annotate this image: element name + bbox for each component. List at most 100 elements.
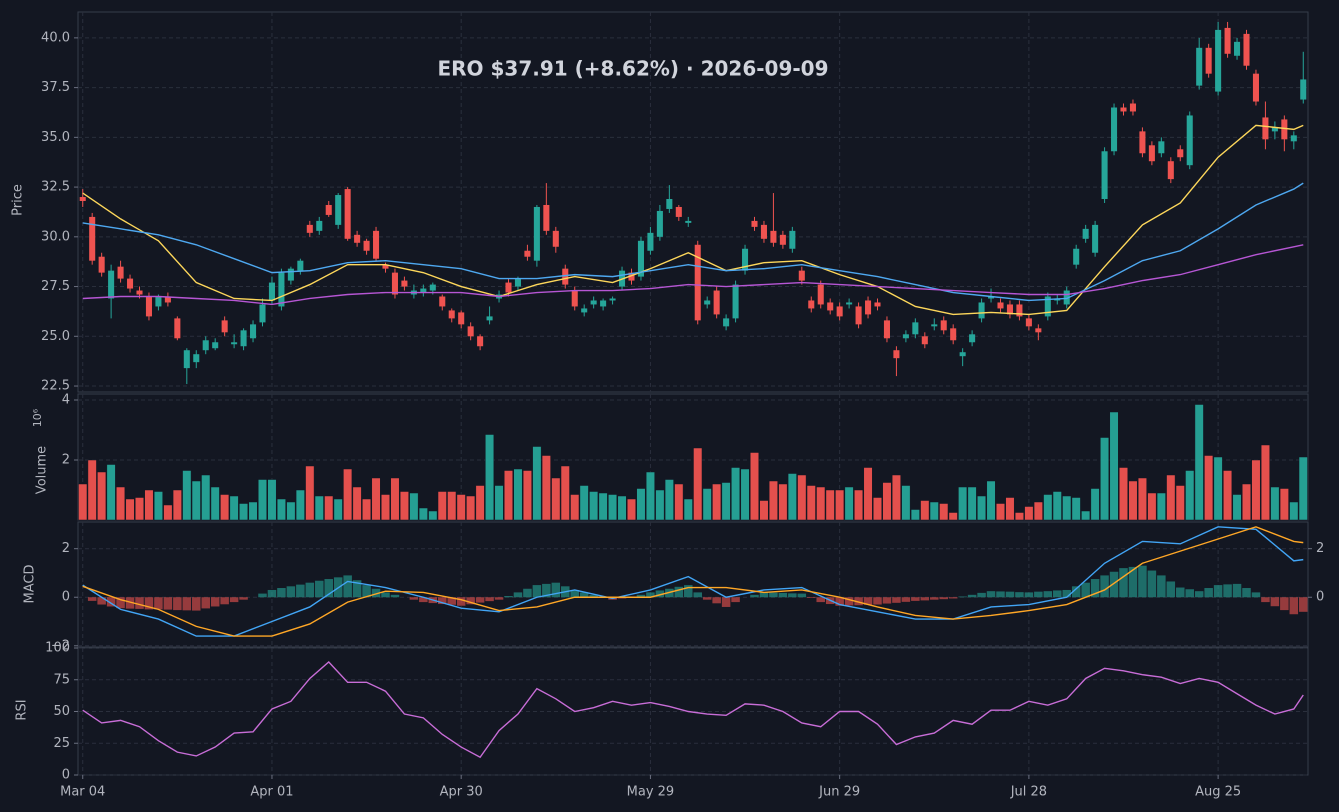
candle-body [98,256,105,273]
macd-histogram-bar [532,585,542,598]
x-tick-label: Jul 28 [1010,785,1047,800]
volume-bar [749,452,760,521]
volume-bar [1175,485,1185,521]
macd-histogram-bar [636,594,646,598]
volume-bar [399,491,409,521]
volume-bar [522,470,532,521]
volume-bar [1213,456,1223,521]
volume-bar [835,489,845,521]
volume-bar [570,494,580,521]
candle-body [89,216,96,261]
candle-body [1073,248,1080,265]
macd-histogram-bar [1053,590,1062,598]
volume-bar [1118,467,1129,521]
candle-body [155,296,162,307]
macd-histogram-bar [1223,584,1232,598]
candle-body [713,290,720,315]
volume-bar [380,494,391,521]
candle-body [1186,115,1193,166]
candle-body [1290,135,1297,142]
volume-bar [352,486,362,521]
volume-bar [182,470,192,521]
volume-bar [494,485,504,521]
x-tick-label: Mar 04 [60,785,105,800]
candle-body [486,316,493,321]
macd-histogram-bar [135,597,144,609]
y-tick-label: 100 [45,641,70,656]
volume-bar [191,480,201,521]
y-tick-label: 2 [62,453,70,468]
macd-histogram-bar [381,592,390,598]
volume-bar [163,504,173,521]
candle-body [183,350,190,369]
volume-bar [371,477,381,521]
macd-histogram-bar [1185,589,1194,598]
volume-bar [901,485,911,521]
candle-body [1044,296,1051,317]
candle-body [950,328,957,341]
macd-histogram-bar [173,597,182,611]
volume-bar [929,501,939,521]
volume-bar [977,495,987,521]
macd-histogram-bar [712,597,721,604]
candle-body [789,230,796,249]
x-tick-label: Apr 01 [250,785,293,800]
candle-body [363,240,370,251]
macd-histogram-bar [154,597,163,610]
candle-body [1196,47,1203,86]
candle-body [448,310,455,319]
macd-histogram-bar [967,594,977,598]
candle-body [808,300,815,309]
macd-histogram-bar [1242,588,1251,598]
candle-body [401,280,408,287]
candle-body [250,324,257,339]
volume-bar [1279,488,1289,521]
volume-bar [229,495,239,521]
macd-histogram-bar [390,594,400,598]
macd-histogram-bar [948,597,958,599]
volume-bar [1100,437,1110,521]
y-tick-label: 22.5 [41,379,70,394]
candle-body [268,282,275,301]
candle-body [637,240,644,277]
macd-histogram-bar [579,592,589,598]
volume-bar [144,489,154,521]
volume-bar [844,486,854,521]
y-axis-label: MACD [23,565,38,604]
volume-bar [1260,444,1270,521]
macd-histogram-bar [1034,591,1043,598]
macd-histogram-bar [475,597,485,603]
volume-bar [664,479,674,521]
candle-body [221,320,228,333]
candle-body [164,296,171,303]
macd-histogram-bar [305,582,315,598]
macd-histogram-bar [1119,568,1128,598]
volume-bar [172,489,182,521]
candle-body [1025,318,1032,327]
volume-bar [636,488,646,521]
candle-body [467,326,474,337]
candle-body [79,197,86,202]
candle-body [429,284,436,291]
y-tick-label: 25.0 [41,329,70,344]
volume-bar [220,494,230,521]
candle-body [1082,228,1089,239]
volume-bar [967,486,977,521]
candle-body [108,270,115,299]
macd-histogram-bar [210,597,220,607]
macd-histogram-bar [996,591,1005,598]
volume-bar [712,483,722,521]
macd-histogram-bar [977,592,986,598]
macd-histogram-bar [674,586,684,598]
macd-histogram-bar [1157,575,1166,598]
volume-bar [418,507,428,521]
candle-body [1139,131,1146,154]
candle-body [458,312,465,325]
candle-body [836,306,843,317]
macd-histogram-bar [192,597,201,611]
macd-histogram-bar [485,597,494,602]
macd-histogram-bar [494,597,504,600]
candle-body [344,189,351,239]
volume-bar [78,483,88,521]
